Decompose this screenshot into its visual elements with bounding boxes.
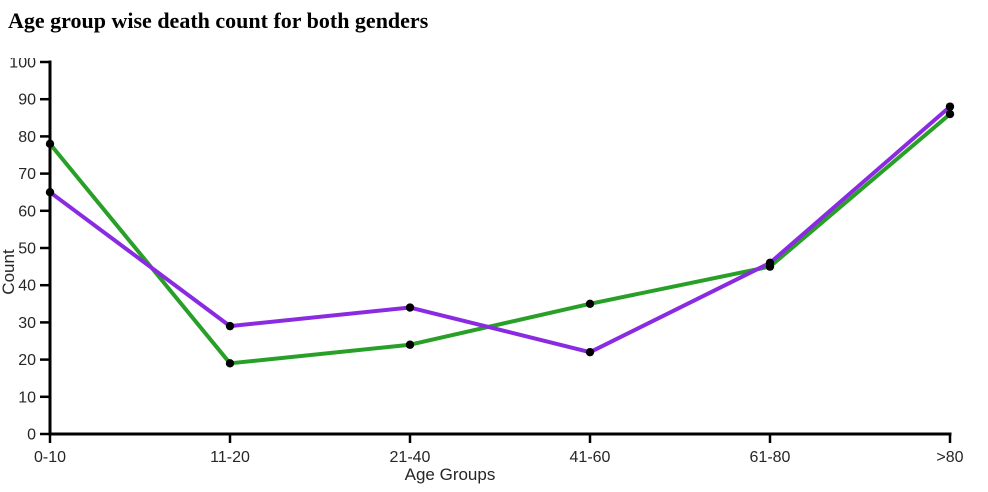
y-axis-tick-label: 40 xyxy=(18,278,36,295)
y-axis-tick-label: 30 xyxy=(18,315,36,332)
y-axis-tick-label: 0 xyxy=(27,427,36,444)
y-axis-tick-label: 60 xyxy=(18,203,36,220)
data-point-purple xyxy=(225,321,235,331)
x-axis-tick-label: >80 xyxy=(936,449,963,466)
y-axis-tick-label: 10 xyxy=(18,389,36,406)
y-axis-title: Count xyxy=(0,249,18,295)
data-point-green xyxy=(45,139,55,149)
x-axis-tick-label: 0-10 xyxy=(34,449,66,466)
data-point-purple xyxy=(585,347,595,357)
y-axis-tick-label: 50 xyxy=(18,241,36,258)
data-point-green xyxy=(405,340,415,349)
data-point-purple xyxy=(45,188,55,197)
data-point-purple xyxy=(945,102,955,111)
y-axis-tick-label: 90 xyxy=(18,92,36,109)
y-axis-tick-label: 80 xyxy=(18,129,36,146)
y-axis-tick-label: 100 xyxy=(9,55,36,72)
x-axis-title: Age Groups xyxy=(405,465,496,484)
data-point-green xyxy=(225,359,235,368)
data-point-green xyxy=(945,109,955,119)
series-line-purple xyxy=(48,104,952,355)
data-point-purple xyxy=(405,303,415,312)
y-axis-tick-label: 20 xyxy=(18,352,36,369)
x-axis-tick-label: 61-80 xyxy=(750,449,791,466)
x-axis-tick-label: 21-40 xyxy=(390,449,431,466)
x-axis-tick-label: 41-60 xyxy=(570,449,611,466)
chart-title: Age group wise death count for both gend… xyxy=(0,0,988,58)
y-axis-tick-label: 70 xyxy=(18,166,36,183)
x-axis-tick-label: 11-20 xyxy=(210,449,250,466)
data-point-purple xyxy=(765,258,775,268)
series-line-green xyxy=(48,112,952,366)
data-point-green xyxy=(585,299,595,308)
